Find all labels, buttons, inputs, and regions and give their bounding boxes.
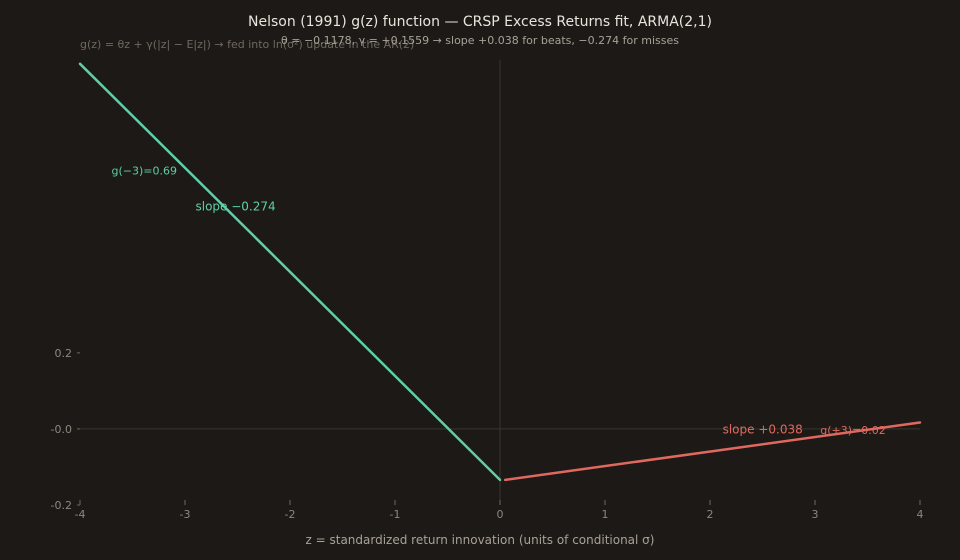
x-tick-label: -3 [180, 508, 191, 521]
x-tick-label: -4 [75, 508, 86, 521]
series-line-negative [78, 62, 502, 482]
axes: -4 -3 -2 -1 0 1 2 3 4 -0.2 -0.0 0.2 [51, 60, 924, 521]
annotation-label: slope +0.038 [723, 423, 803, 437]
series-group [78, 62, 922, 482]
chart-subtitle: θ = −0.1178, γ = +0.1559 → slope +0.038 … [281, 34, 679, 47]
series-line-positive [504, 421, 922, 482]
annotation-label: g(+3)=0.02 [820, 424, 886, 437]
annotation-label: g(−3)=0.69 [112, 164, 178, 177]
x-tick-label: 0 [497, 508, 504, 521]
x-tick-label: 2 [707, 508, 714, 521]
x-tick-label: 4 [917, 508, 924, 521]
x-tick-label: 3 [812, 508, 819, 521]
x-axis-label: z = standardized return innovation (unit… [306, 533, 655, 547]
x-tick-label: -1 [390, 508, 401, 521]
y-tick-label: -0.2 [51, 499, 72, 512]
x-tick-label: 1 [602, 508, 609, 521]
x-tick-label: -2 [285, 508, 296, 521]
annotations: g(−3)=0.69 slope −0.274 slope +0.038 g(+3)=… [112, 164, 886, 437]
y-tick-label: 0.2 [55, 347, 73, 360]
y-tick-label: -0.0 [51, 423, 72, 436]
chart-title: Nelson (1991) g(z) function — CRSP Exces… [248, 14, 712, 30]
annotation-label: slope −0.274 [196, 199, 276, 213]
formula-note: g(z) = θz + γ(|z| − E|z|) → fed into ln(… [80, 38, 414, 51]
